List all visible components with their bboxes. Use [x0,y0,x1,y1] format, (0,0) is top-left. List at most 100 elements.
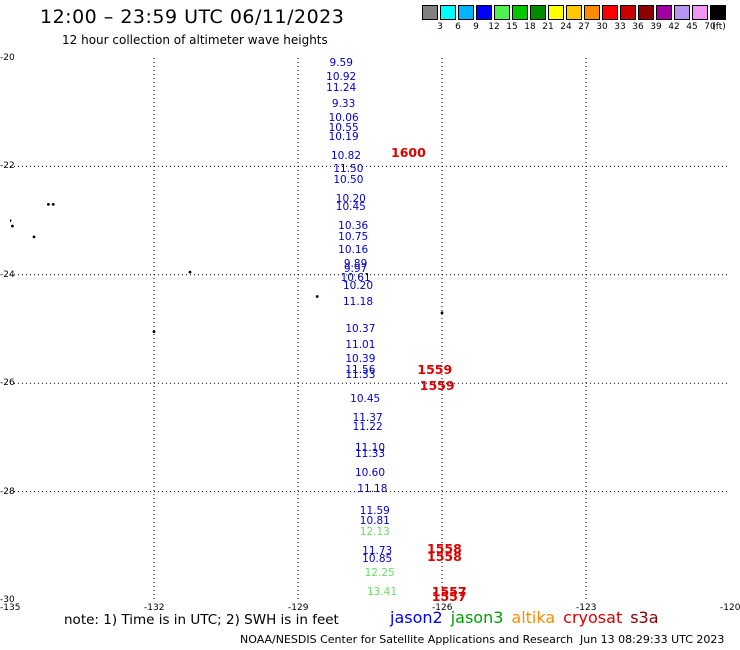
wave-height-label: 10.39 [345,352,376,365]
island-marker [11,224,14,228]
island-marker [152,330,156,334]
longitude-tick-label: -120 [720,603,740,613]
wave-height-label: 10.92 [326,70,357,83]
wave-height-label: 11.33 [354,447,386,460]
latitude-tick-label: -24 [0,269,15,280]
legend-tick-label: 39 [650,22,662,32]
legend-swatch [494,5,510,20]
wave-height-label: 11.22 [352,420,383,433]
wave-height-label: 11.24 [326,81,357,94]
satellite-legend: jason2 jason3 altika cryosat s3a [390,608,667,627]
wave-height-label: 10.20 [335,192,366,205]
longitude-tick-label: -126 [432,603,453,613]
wave-height-label: 12.13 [359,526,390,539]
wave-height-map: -135 -132 -129 -126 -123 -120 -20 -22 -24 -26 -28 -… [0,53,740,613]
legend-swatch [458,5,474,20]
wave-height-label: 9.89 [343,257,368,270]
island-marker [188,270,192,274]
legend-swatch [584,5,600,20]
wave-height-label: 11.56 [345,363,376,376]
satellite-jason3: jason3 [450,608,504,627]
legend-tick-label: 15 [506,22,518,32]
wave-height-label: 10.36 [338,220,369,233]
legend-swatch [674,5,690,20]
latitude-tick-label: -28 [0,486,15,497]
latitude-tick-label: -30 [0,595,15,605]
legend-swatch [692,5,708,20]
legend-swatch [656,5,672,20]
wave-height-label: 11.37 [352,412,383,425]
legend-swatch [422,5,438,20]
island-marker [315,295,319,298]
wave-height-label: 10.37 [345,323,376,335]
island-marker [10,219,12,222]
legend-tick-label: 70 [704,22,716,32]
wave-height-label: 11.01 [345,339,376,352]
generation-timestamp: Jun 13 08:29:33 UTC 2023 [580,633,725,646]
satellite-jason2: jason2 [390,608,443,627]
legend-swatch [512,5,528,20]
legend-tick-label: 9 [473,22,479,32]
wave-height-label: 9.33 [331,98,356,111]
wave-height-label: 10.06 [328,111,359,124]
wave-height-label: 10.75 [338,230,369,243]
pass-time-label: 1558 [426,548,462,564]
wave-height-label: 10.81 [359,515,390,528]
longitude-tick-label: -135 [0,603,21,613]
wave-height-label: 10.45 [335,201,366,214]
longitude-tick-label: -129 [288,603,309,613]
island-marker [440,311,444,315]
legend-swatch [638,5,654,20]
pass-time-label: 1559 [419,377,455,393]
legend-tick-label: 24 [560,22,572,32]
pass-time-label: 1559 [417,361,453,377]
legend-tick-label: (ft) [712,22,726,32]
legend-swatch [620,5,636,20]
satellite-cryosat: cryosat [563,608,623,627]
legend-tick-label: 30 [596,22,608,32]
island-marker [32,235,36,239]
wave-height-label: 11.10 [354,442,386,455]
wave-height-label: 11.59 [359,504,390,517]
units-note: note: 1) Time is in UTC; 2) SWH is in fe… [64,612,339,628]
legend-swatch [440,5,456,20]
wave-height-label: 10.16 [338,244,369,257]
pass-time-label: 1600 [390,144,426,160]
legend-tick-label: 27 [578,22,590,32]
legend-swatch [566,5,582,20]
legend-tick-label: 18 [524,22,536,32]
legend-tick-label: 36 [632,22,644,32]
wave-height-label: 13.41 [366,585,398,598]
legend-swatch [602,5,618,20]
wave-height-label: 11.18 [342,295,374,308]
island-marker [47,202,50,206]
wave-height-label: 12.25 [364,566,395,579]
wave-height-label: 10.55 [328,122,359,135]
satellite-s3a: s3a [630,608,659,627]
legend-swatch [548,5,564,20]
pass-time-label: 1557 [431,583,467,599]
wave-height-label: 9.97 [343,263,368,276]
longitude-tick-label: -132 [144,603,165,613]
latitude-tick-label: -22 [0,161,15,172]
wave-height-label: 9.59 [329,57,353,70]
wave-height-label: 10.45 [350,393,381,406]
legend-swatch [530,5,546,20]
pass-time-label: 1557 [431,589,467,605]
legend-swatch [476,5,492,20]
legend-swatch [710,5,726,20]
legend-tick-label: 12 [488,22,500,32]
wave-height-label: 10.20 [342,279,374,292]
legend-tick-label: 33 [614,22,626,32]
wave-height-label: 11.18 [357,482,388,495]
legend-tick-label: 45 [686,22,698,32]
latitude-tick-label: -20 [0,53,15,63]
map-canvas [10,58,730,600]
map-subtitle: 12 hour collection of altimeter wave hei… [62,33,328,47]
credit-footer: NOAA/NESDIS Center for Satellite Applica… [240,633,574,646]
pass-time-label: 1558 [426,540,462,556]
legend-tick-label: 6 [455,22,461,32]
wave-height-label: 10.19 [328,130,359,143]
legend-tick-label: 42 [668,22,680,32]
wave-height-label: 10.85 [362,553,393,566]
